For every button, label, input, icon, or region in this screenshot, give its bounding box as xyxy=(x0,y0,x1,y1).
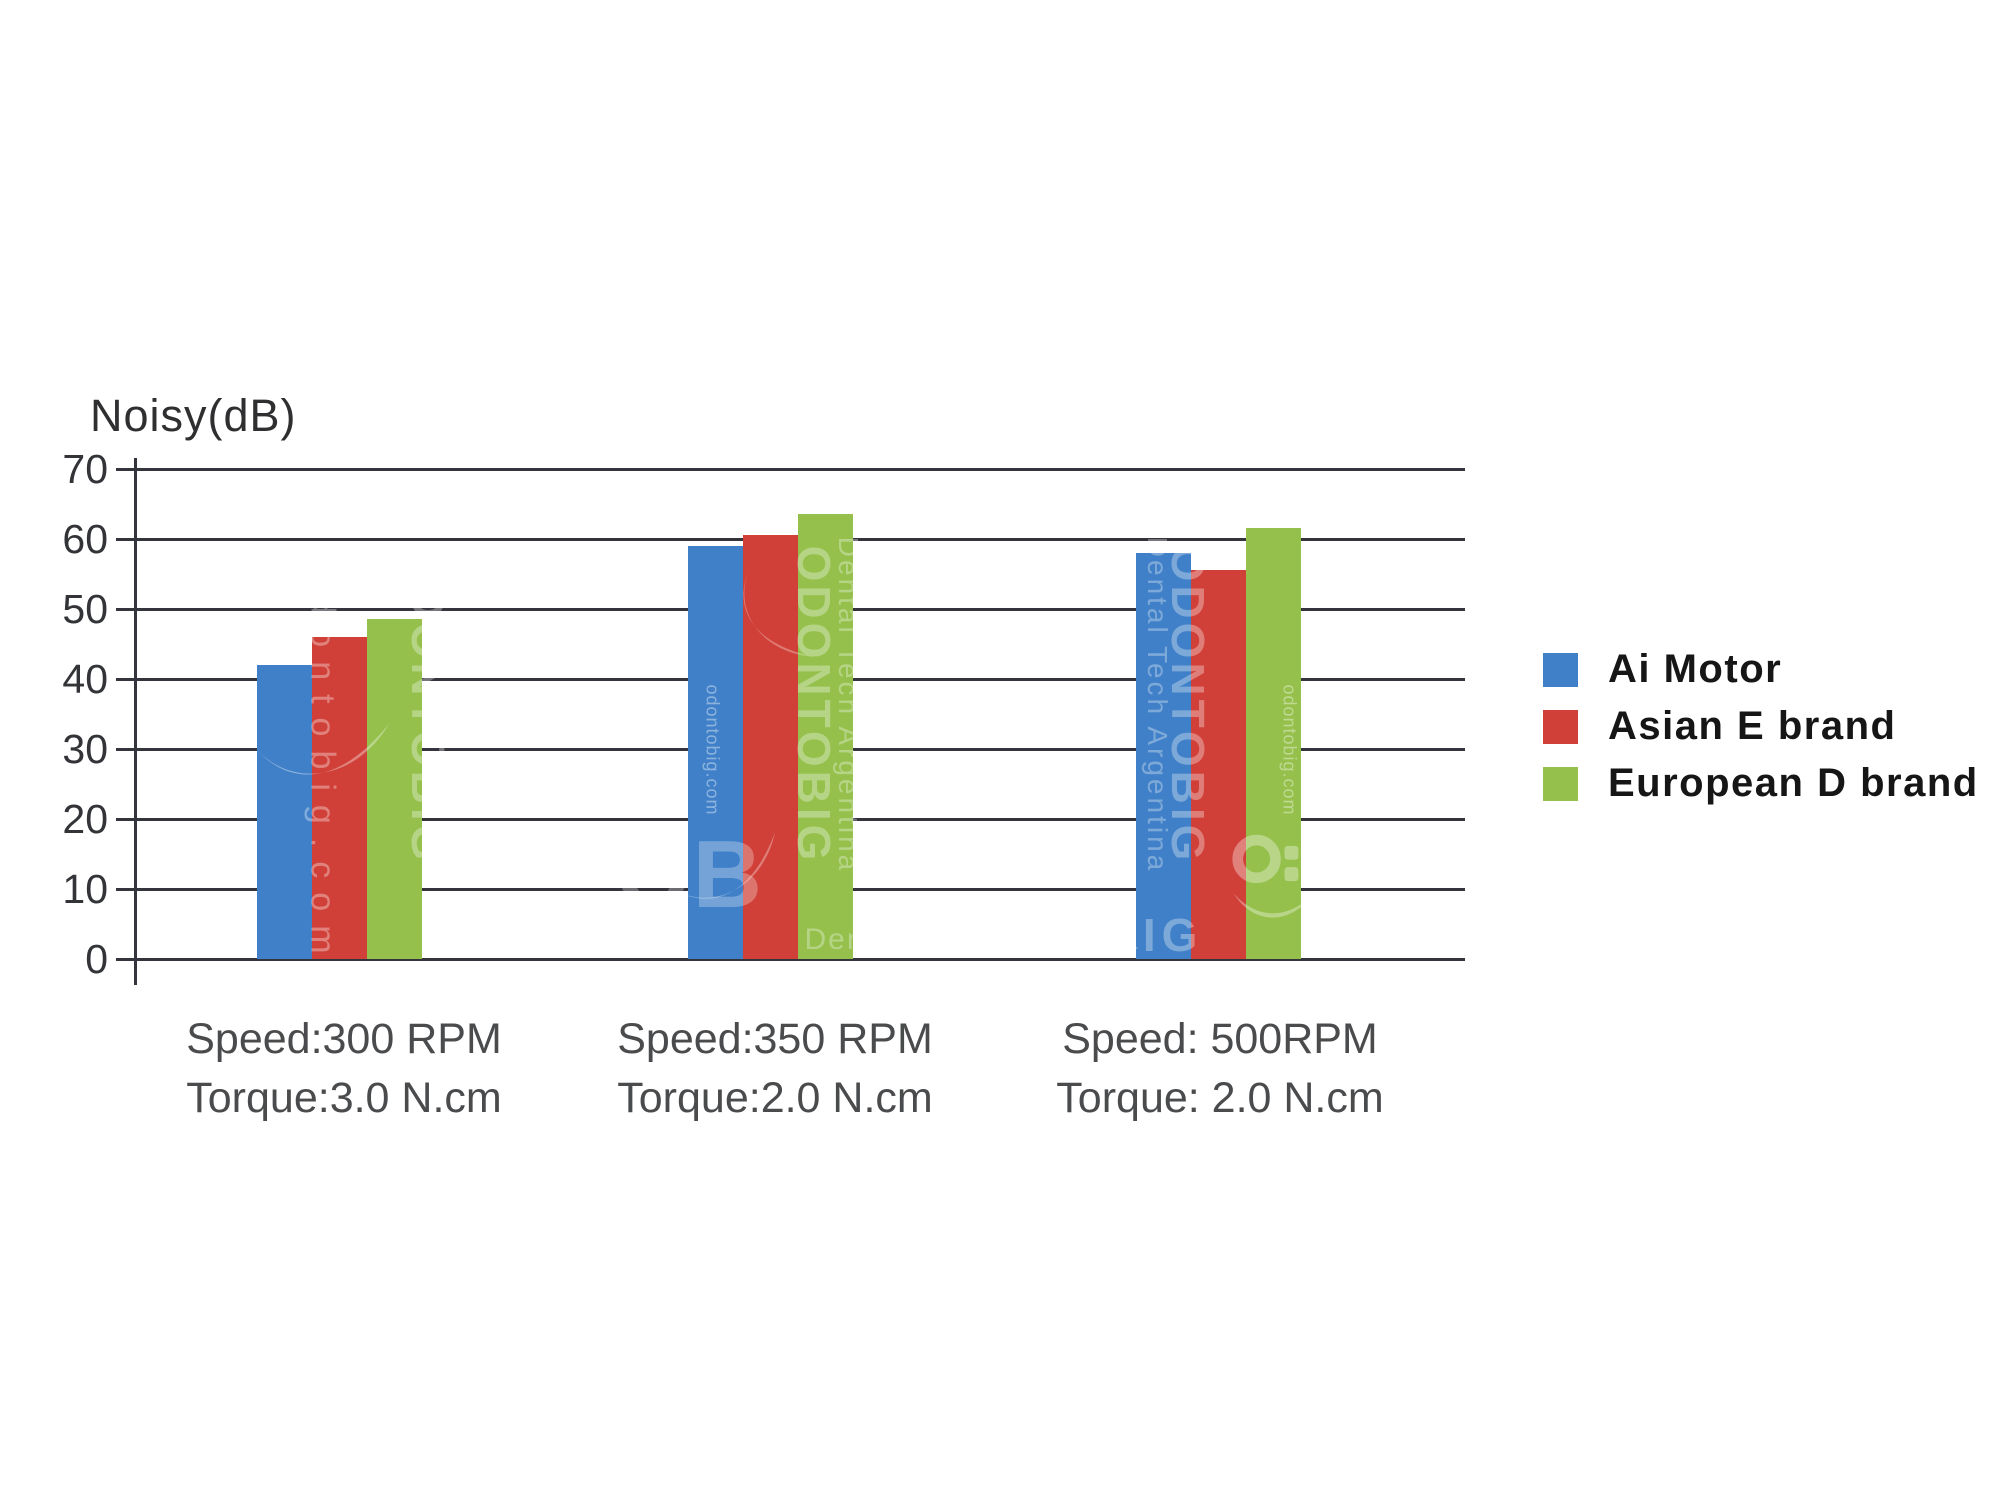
legend-item: Ai Motor xyxy=(1543,641,1979,698)
grid-line xyxy=(116,467,1465,471)
bar-ai-motor xyxy=(257,665,312,959)
bar-ai-motor xyxy=(1136,553,1191,959)
bar-european-d-brand xyxy=(1246,528,1301,959)
y-tick-label: 10 xyxy=(62,866,108,912)
y-tick-label: 60 xyxy=(62,516,108,562)
y-tick-label: 50 xyxy=(62,586,108,632)
legend-swatch xyxy=(1543,652,1578,687)
y-tick-label: 30 xyxy=(62,726,108,772)
bar-asian-e-brand xyxy=(1191,570,1246,959)
group-label-line2: Torque:2.0 N.cm xyxy=(617,1074,933,1122)
group-label-line1: Speed:350 RPM xyxy=(617,1015,933,1063)
y-axis-line xyxy=(134,458,137,985)
bar-european-d-brand xyxy=(367,619,422,959)
legend-label: Ai Motor xyxy=(1608,647,1783,691)
group-label-line1: Speed:300 RPM xyxy=(186,1015,502,1063)
watermark-text: Dental Tech Argentina xyxy=(804,923,1140,956)
grid-line xyxy=(116,957,1465,961)
bar-group-label: Speed: 500RPM Torque: 2.0 N.cm xyxy=(1056,1010,1383,1128)
group-label-line2: Torque: 2.0 N.cm xyxy=(1056,1074,1384,1122)
legend-swatch xyxy=(1543,766,1578,801)
bar-group-label: Speed:350 RPM Torque:2.0 N.cm xyxy=(617,1010,933,1128)
bar-ai-motor xyxy=(688,546,743,959)
y-tick-label: 40 xyxy=(62,656,108,702)
y-tick-label: 20 xyxy=(62,796,108,842)
group-label-line1: Speed: 500RPM xyxy=(1062,1015,1378,1063)
legend-label: Asian E brand xyxy=(1608,704,1897,748)
y-axis-title: Noisy(dB) xyxy=(90,390,297,441)
legend-swatch xyxy=(1543,709,1578,744)
legend-item: European D brand xyxy=(1543,755,1979,812)
bar-asian-e-brand xyxy=(312,637,367,959)
legend: Ai Motor Asian E brand European D brand xyxy=(1543,641,1979,812)
group-label-line2: Torque:3.0 N.cm xyxy=(186,1074,502,1122)
y-tick-label: 70 xyxy=(62,446,108,492)
y-tick-label: 0 xyxy=(85,936,108,982)
bar-european-d-brand xyxy=(798,514,853,959)
bar-asian-e-brand xyxy=(743,535,798,959)
bar-group-label: Speed:300 RPM Torque:3.0 N.cm xyxy=(186,1010,502,1128)
legend-item: Asian E brand xyxy=(1543,698,1979,755)
legend-label: European D brand xyxy=(1608,761,1979,805)
